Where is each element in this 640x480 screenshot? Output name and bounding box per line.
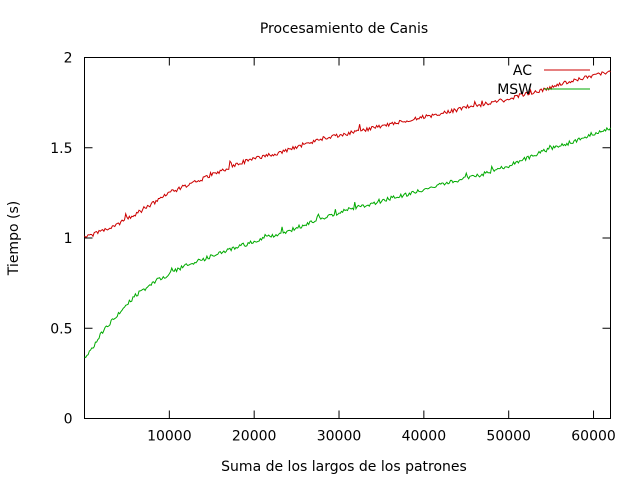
y-tick-label: 0.5 xyxy=(50,321,72,337)
series-line-msw xyxy=(84,126,611,359)
series-line-ac xyxy=(84,70,611,238)
chart-title: Procesamiento de Canis xyxy=(260,21,428,37)
x-tick-label: 30000 xyxy=(317,429,362,445)
y-axis-label: Tiempo (s) xyxy=(6,201,22,276)
x-tick-label: 20000 xyxy=(232,429,277,445)
legend-label: AC xyxy=(513,63,532,79)
y-tick-label: 2 xyxy=(64,51,73,67)
legend: AC MSW xyxy=(497,63,590,98)
x-axis: 10000 20000 30000 40000 50000 60000 xyxy=(147,57,616,445)
y-tick-label: 0 xyxy=(64,412,73,428)
x-tick-label: 50000 xyxy=(486,429,531,445)
series-layer xyxy=(84,70,611,359)
y-tick-label: 1.5 xyxy=(50,141,72,157)
y-tick-label: 1 xyxy=(64,231,73,247)
y-axis: 0 0.5 1 1.5 2 xyxy=(50,51,611,428)
legend-label: MSW xyxy=(497,82,532,98)
x-tick-label: 60000 xyxy=(571,429,616,445)
x-axis-label: Suma de los largos de los patrones xyxy=(221,459,467,475)
x-tick-label: 40000 xyxy=(402,429,447,445)
plot-frame xyxy=(84,57,611,419)
x-tick-label: 10000 xyxy=(147,429,192,445)
